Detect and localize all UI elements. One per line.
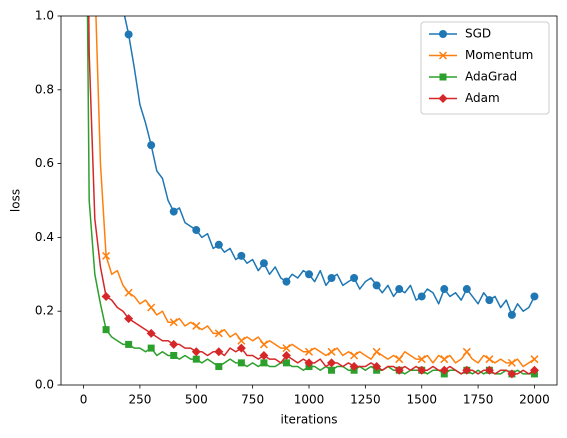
data-point [417, 365, 427, 375]
legend-label: SGD [465, 27, 491, 41]
data-point [147, 141, 156, 150]
data-point [169, 207, 178, 216]
data-point [395, 285, 404, 294]
data-point [170, 351, 178, 359]
data-point [462, 365, 472, 375]
y-tick-label: 0.4 [35, 230, 54, 244]
data-point [350, 351, 359, 360]
data-point [191, 347, 201, 357]
data-point [192, 321, 201, 330]
data-point [259, 350, 269, 360]
data-point [102, 326, 110, 334]
data-point [260, 359, 268, 367]
data-point [146, 328, 156, 338]
y-tick-label: 0.6 [35, 156, 54, 170]
x-tick-label: 500 [185, 393, 208, 407]
data-point [485, 355, 494, 364]
x-tick-label: 1500 [406, 393, 437, 407]
axes-frame [60, 15, 558, 386]
x-tick-label: 1750 [463, 393, 494, 407]
data-point [417, 292, 426, 301]
x-axis-label: iterations [281, 413, 338, 427]
data-point [147, 303, 156, 312]
data-point [237, 336, 246, 345]
data-point [350, 273, 359, 282]
data-point [214, 240, 223, 249]
data-point [169, 339, 179, 349]
data-point [529, 365, 539, 375]
data-point [440, 355, 449, 364]
data-point [304, 347, 314, 356]
data-point [147, 344, 155, 352]
data-point [192, 226, 201, 235]
data-point [327, 347, 336, 356]
data-point [124, 314, 134, 324]
data-point [327, 273, 336, 282]
x-tick-label: 1250 [350, 393, 381, 407]
data-point [214, 329, 223, 338]
legend-marker [438, 94, 448, 103]
y-axis-label: loss [9, 189, 23, 212]
data-point [281, 350, 291, 360]
data-point [237, 359, 245, 367]
data-point [394, 365, 404, 375]
data-point [440, 285, 449, 294]
data-point [215, 363, 223, 371]
data-point [236, 343, 246, 353]
data-point [282, 344, 291, 353]
data-point [169, 318, 178, 327]
data-point [101, 291, 111, 301]
data-point [282, 359, 290, 367]
plot-area [86, 16, 539, 379]
data-point [259, 340, 268, 349]
x-tick-label: 250 [128, 393, 151, 407]
data-point [485, 296, 494, 305]
data-point [507, 369, 517, 379]
data-point [327, 358, 337, 368]
data-point [372, 281, 381, 290]
data-point [417, 355, 426, 364]
data-point [507, 310, 516, 319]
data-point [507, 358, 516, 367]
legend-label: AdaGrad [465, 70, 517, 84]
x-tick-label: 750 [241, 393, 264, 407]
data-point [372, 362, 382, 372]
data-point [372, 347, 381, 356]
data-point [304, 358, 314, 368]
data-point [530, 355, 539, 364]
y-tick-label: 0.2 [35, 304, 54, 318]
data-point [282, 277, 291, 286]
data-point [125, 340, 133, 348]
data-point [462, 347, 471, 356]
data-point [462, 285, 471, 294]
legend-box [420, 21, 550, 115]
x-tick-label: 1000 [294, 393, 325, 407]
legend-label: Adam [465, 91, 500, 105]
legend-marker [438, 51, 448, 60]
y-tick-label: 0.0 [35, 378, 54, 392]
data-point [124, 30, 133, 39]
legend-label: Momentum [465, 48, 533, 62]
legend: SGD Momentum AdaGrad Adam [420, 21, 550, 115]
x-tick-label: 0 [80, 393, 88, 407]
data-point [395, 355, 404, 364]
data-point [305, 270, 313, 279]
data-point [484, 365, 494, 375]
y-tick-label: 0.8 [35, 82, 54, 96]
y-tick-label: 1.0 [35, 9, 54, 23]
data-point [328, 366, 336, 374]
data-point [237, 251, 246, 260]
data-point [102, 251, 111, 260]
data-point [124, 288, 133, 297]
legend-marker [439, 73, 447, 81]
x-tick-label: 2000 [519, 393, 550, 407]
data-point [192, 355, 200, 363]
data-point [214, 347, 224, 357]
legend-marker [439, 30, 447, 38]
data-point [439, 365, 449, 375]
data-point [349, 362, 359, 372]
data-point [530, 292, 539, 301]
data-point [259, 259, 268, 268]
